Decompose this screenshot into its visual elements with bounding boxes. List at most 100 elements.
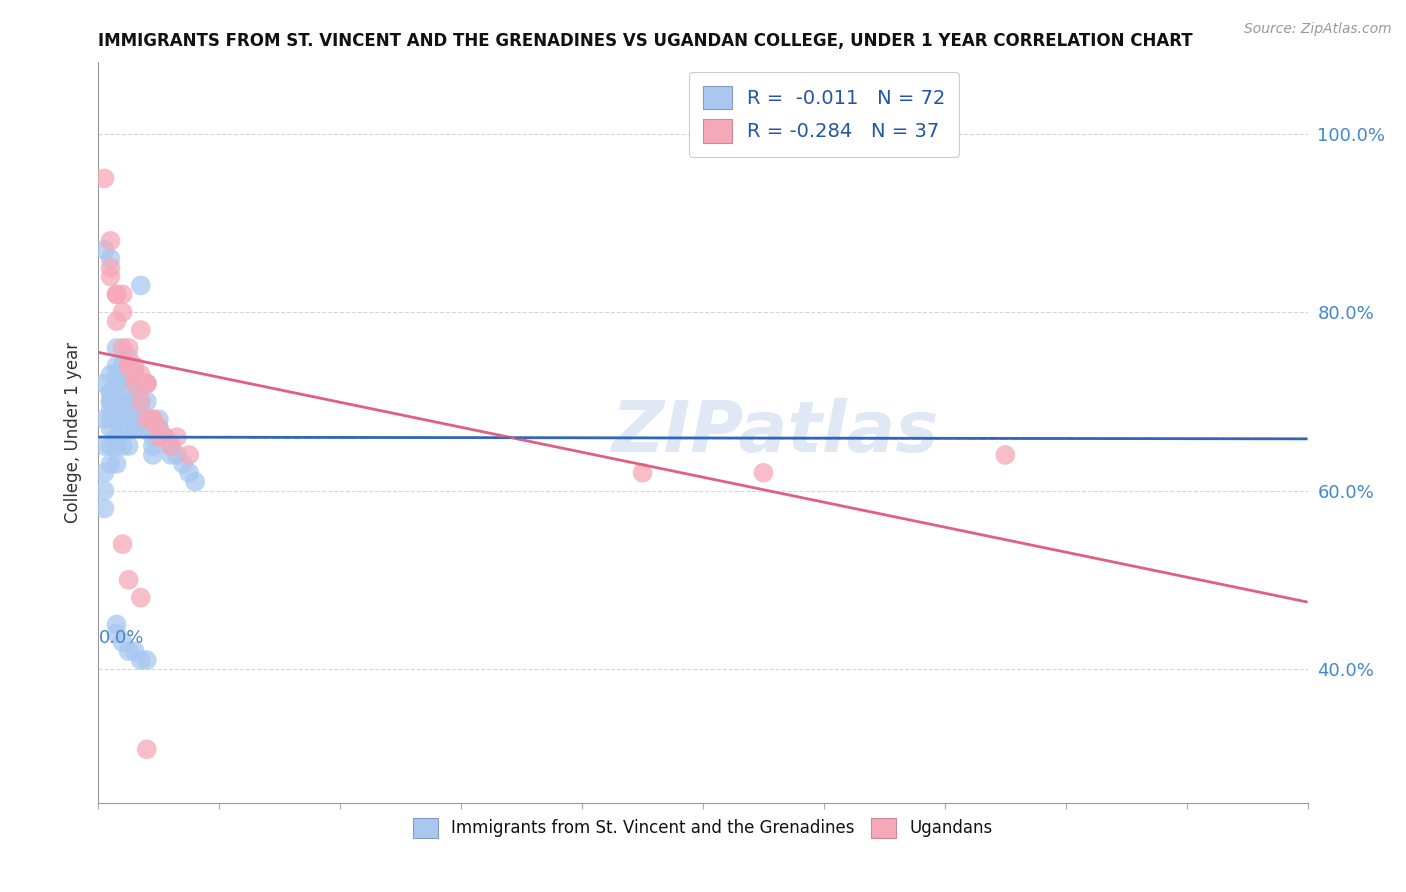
Point <box>142 439 165 453</box>
Point <box>118 403 141 417</box>
Point <box>118 644 141 658</box>
Point <box>105 439 128 453</box>
Point <box>129 394 152 409</box>
Point <box>129 591 152 605</box>
Point <box>100 260 122 275</box>
Point <box>166 448 188 462</box>
Point <box>142 412 165 426</box>
Point <box>105 457 128 471</box>
Point <box>148 421 170 435</box>
Point <box>124 644 146 658</box>
Point <box>118 385 141 400</box>
Text: ZIPatlas: ZIPatlas <box>612 398 939 467</box>
Point <box>93 466 115 480</box>
Point <box>118 359 141 373</box>
Point <box>118 368 141 382</box>
Point <box>105 314 128 328</box>
Point <box>135 653 157 667</box>
Point <box>148 421 170 435</box>
Point <box>111 305 134 319</box>
Point <box>111 537 134 551</box>
Point <box>135 376 157 391</box>
Point <box>124 368 146 382</box>
Point <box>100 457 122 471</box>
Point <box>93 243 115 257</box>
Point <box>100 439 122 453</box>
Point <box>100 269 122 284</box>
Point <box>105 287 128 301</box>
Point <box>93 171 115 186</box>
Point <box>105 359 128 373</box>
Point <box>118 341 141 355</box>
Point <box>135 421 157 435</box>
Point <box>100 234 122 248</box>
Point <box>752 466 775 480</box>
Point <box>118 421 141 435</box>
Point <box>160 448 183 462</box>
Point <box>100 252 122 266</box>
Point <box>111 359 134 373</box>
Point <box>129 376 152 391</box>
Point <box>135 376 157 391</box>
Text: IMMIGRANTS FROM ST. VINCENT AND THE GRENADINES VS UGANDAN COLLEGE, UNDER 1 YEAR : IMMIGRANTS FROM ST. VINCENT AND THE GREN… <box>98 32 1194 50</box>
Point <box>105 368 128 382</box>
Point <box>111 287 134 301</box>
Point <box>105 287 128 301</box>
Legend: Immigrants from St. Vincent and the Grenadines, Ugandans: Immigrants from St. Vincent and the Gren… <box>405 809 1001 847</box>
Point <box>153 430 176 444</box>
Point <box>129 403 152 417</box>
Point <box>129 394 152 409</box>
Point <box>135 412 157 426</box>
Point <box>124 368 146 382</box>
Point <box>100 421 122 435</box>
Point <box>105 626 128 640</box>
Point <box>100 385 122 400</box>
Point <box>124 394 146 409</box>
Point <box>135 394 157 409</box>
Point <box>142 448 165 462</box>
Point <box>129 368 152 382</box>
Point <box>105 394 128 409</box>
Point <box>105 341 128 355</box>
Point <box>111 635 134 649</box>
Point <box>93 412 115 426</box>
Point <box>93 483 115 498</box>
Point <box>124 421 146 435</box>
Point <box>93 376 115 391</box>
Point <box>105 376 128 391</box>
Point <box>129 323 152 337</box>
Point <box>100 385 122 400</box>
Point <box>124 376 146 391</box>
Point <box>111 439 134 453</box>
Point <box>184 475 207 489</box>
Point <box>111 385 134 400</box>
Point <box>93 501 115 516</box>
Point <box>129 421 152 435</box>
Point <box>100 394 122 409</box>
Point <box>631 466 654 480</box>
Point <box>135 376 157 391</box>
Point <box>124 412 146 426</box>
Point <box>111 341 134 355</box>
Point <box>179 466 201 480</box>
Point <box>160 439 183 453</box>
Point <box>111 403 134 417</box>
Point <box>105 412 128 426</box>
Y-axis label: College, Under 1 year: College, Under 1 year <box>65 342 83 524</box>
Point <box>111 368 134 382</box>
Point <box>118 573 141 587</box>
Point <box>179 448 201 462</box>
Point <box>124 376 146 391</box>
Point <box>153 430 176 444</box>
Point <box>172 457 194 471</box>
Point <box>111 421 134 435</box>
Point <box>105 430 128 444</box>
Point <box>129 653 152 667</box>
Point <box>100 368 122 382</box>
Text: Source: ZipAtlas.com: Source: ZipAtlas.com <box>1244 22 1392 37</box>
Point <box>93 439 115 453</box>
Point <box>148 430 170 444</box>
Point <box>148 412 170 426</box>
Point <box>118 350 141 364</box>
Text: 0.0%: 0.0% <box>98 629 143 647</box>
